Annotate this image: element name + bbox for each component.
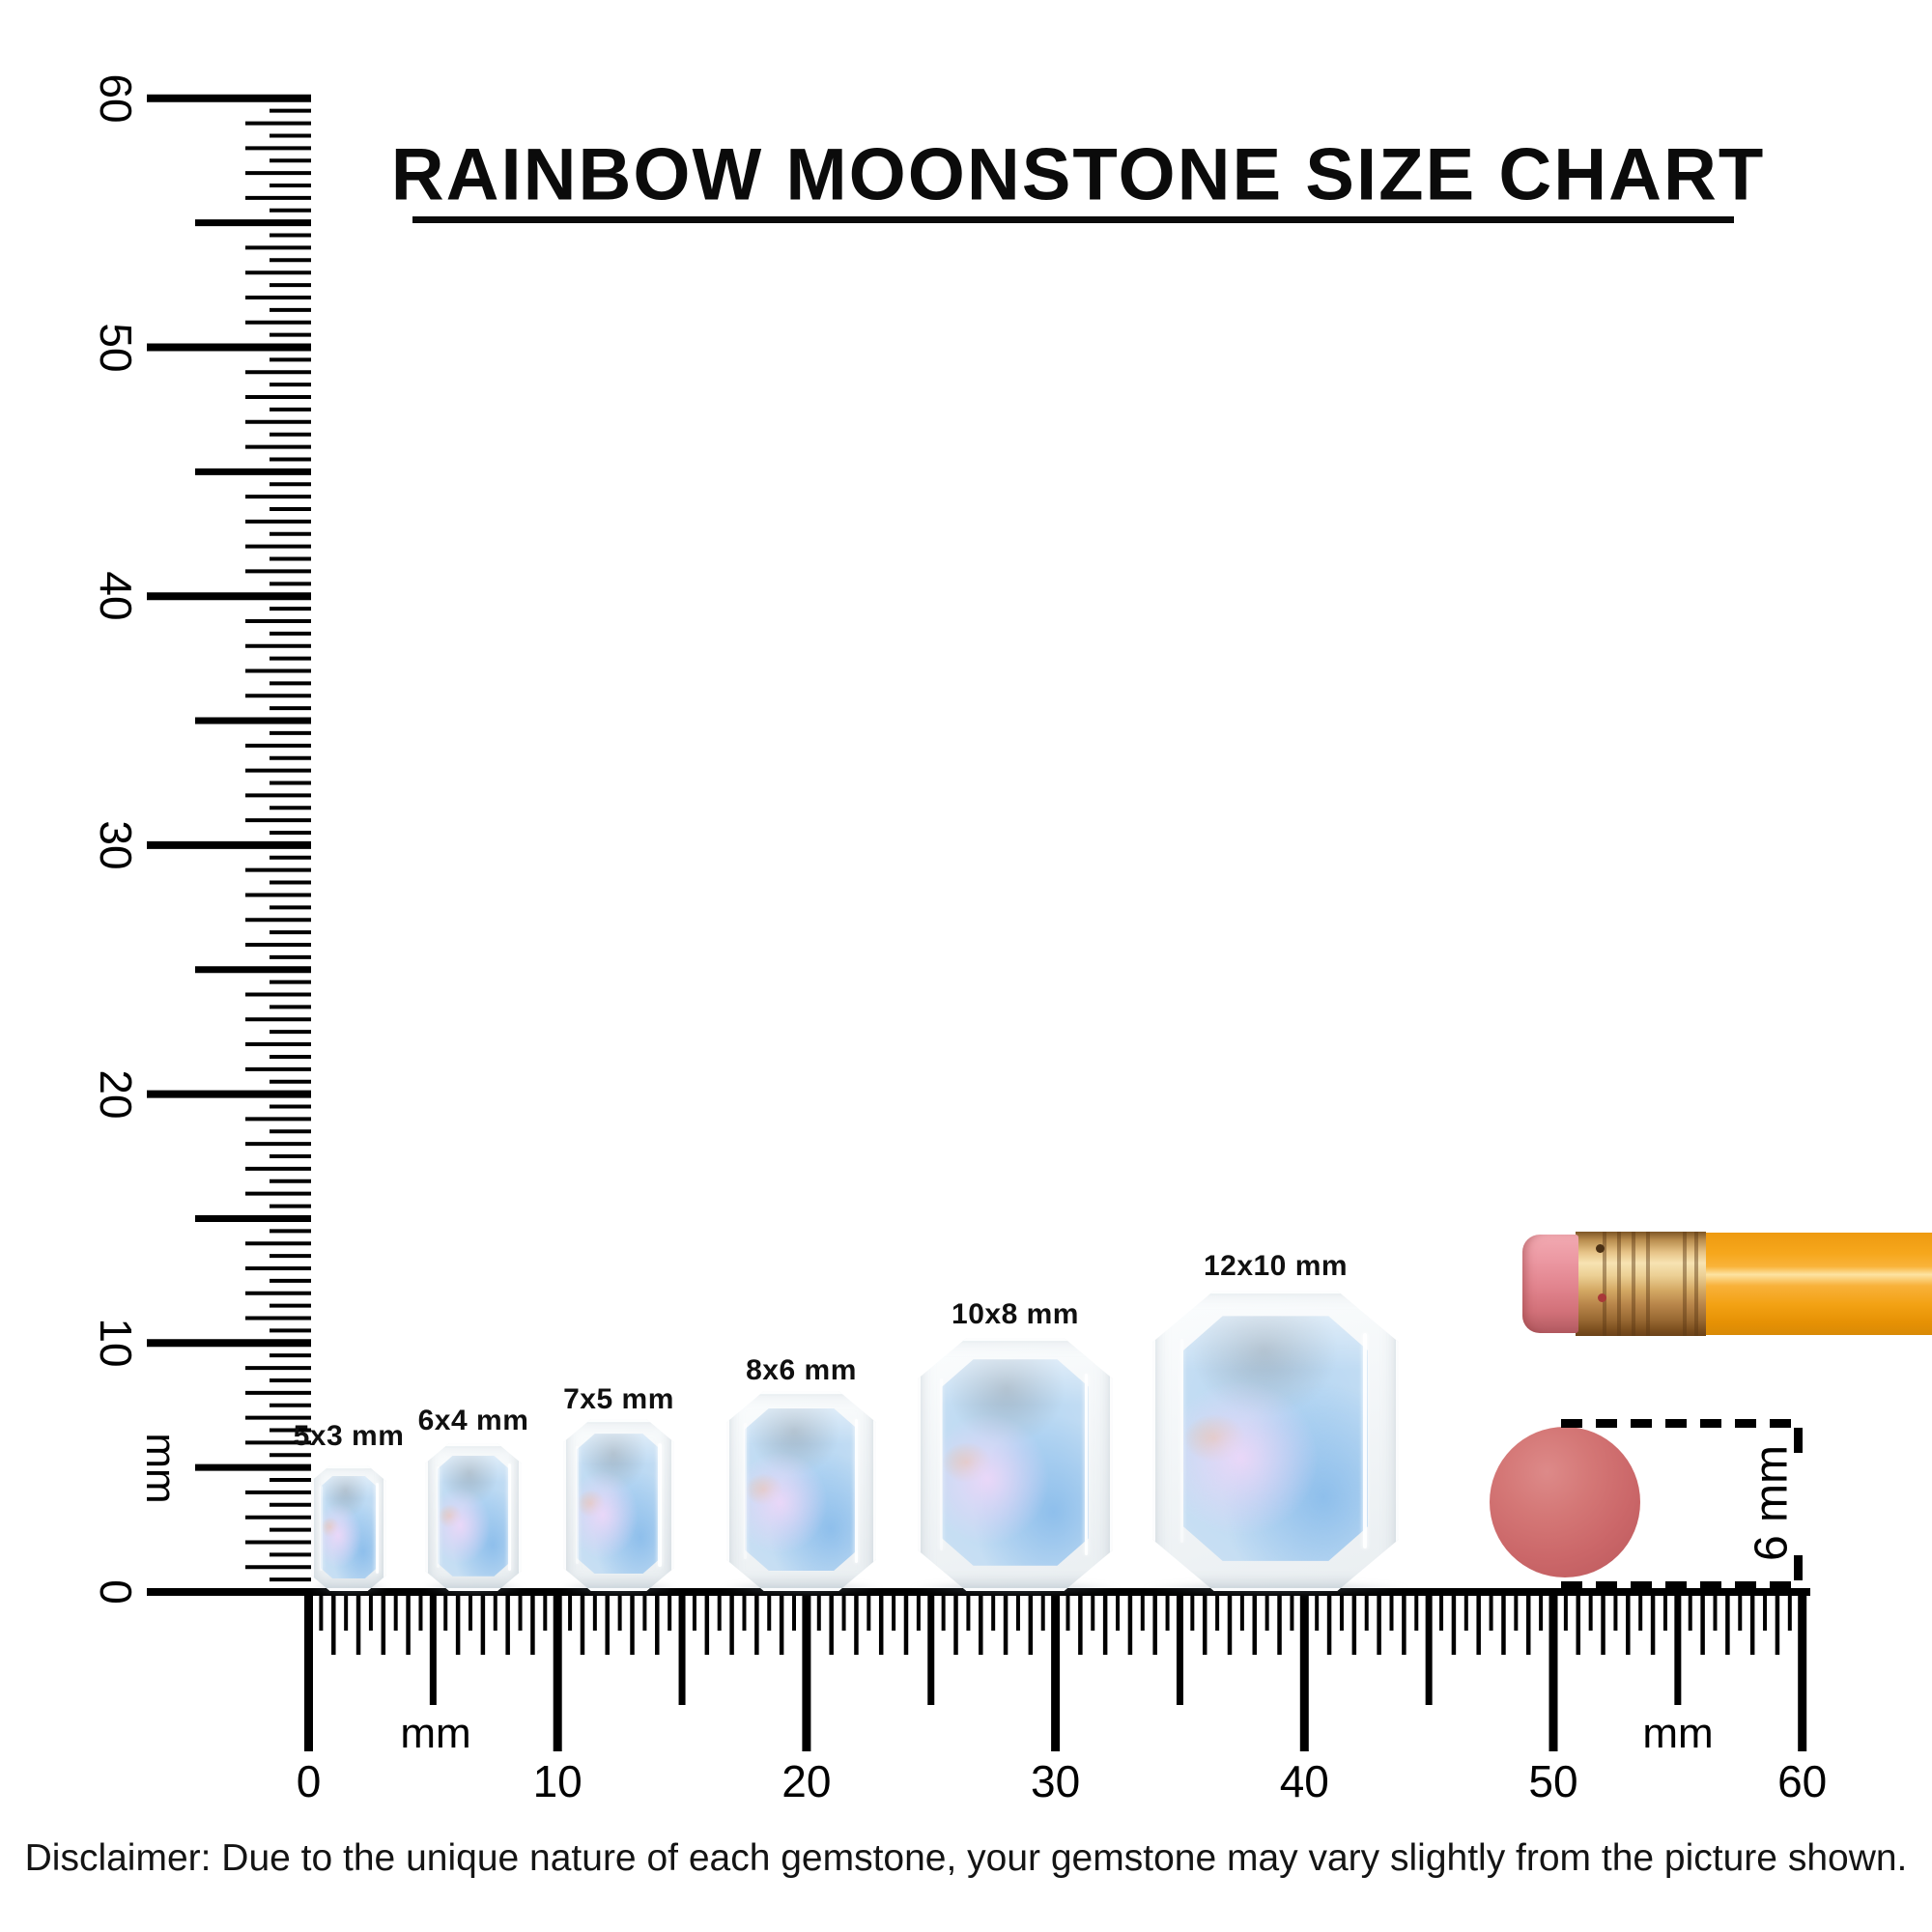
vertical-ruler-number: 50 bbox=[91, 322, 141, 373]
gem-highlight bbox=[1084, 1373, 1089, 1556]
disclaimer-text: Disclaimer: Due to the unique nature of … bbox=[24, 1837, 1908, 1879]
gem-size-label: 7x5 mm bbox=[563, 1383, 674, 1415]
horizontal-ruler-number: 0 bbox=[296, 1756, 322, 1806]
gem-table-facet bbox=[437, 1456, 510, 1577]
horizontal-ruler-number: 50 bbox=[1528, 1756, 1578, 1806]
round-eraser-dot bbox=[1490, 1427, 1640, 1577]
measure-dash-end-bottom bbox=[1794, 1555, 1803, 1580]
horizontal-ruler-unit-label-right: mm bbox=[1642, 1710, 1714, 1757]
moonstone-gem-6x4mm bbox=[425, 1443, 522, 1591]
gem-highlight bbox=[576, 1446, 580, 1564]
page-title: RAINBOW MOONSTONE SIZE CHART bbox=[390, 133, 1766, 216]
vertical-ruler-number: 20 bbox=[91, 1069, 141, 1120]
gem-size-label: 5x3 mm bbox=[293, 1420, 405, 1452]
moonstone-gem-7x5mm bbox=[563, 1419, 674, 1591]
gem-highlight bbox=[375, 1483, 380, 1574]
pencil-body bbox=[1703, 1233, 1932, 1335]
gem-highlight bbox=[1180, 1338, 1184, 1544]
gem-highlight bbox=[940, 1378, 944, 1551]
horizontal-ruler-number: 20 bbox=[781, 1756, 832, 1806]
pencil-eraser bbox=[1522, 1235, 1578, 1333]
moonstone-gem-10x8mm bbox=[918, 1338, 1113, 1591]
gem-highlight bbox=[743, 1423, 747, 1559]
ruler-baseline bbox=[147, 1588, 1810, 1596]
moonstone-gem-12x10mm bbox=[1152, 1291, 1399, 1591]
gem-table-facet bbox=[320, 1476, 377, 1578]
gem-table-facet bbox=[1182, 1316, 1369, 1561]
measure-dashed-line-top bbox=[1561, 1419, 1803, 1428]
measure-dash-end-top bbox=[1794, 1428, 1803, 1453]
horizontal-ruler-number: 40 bbox=[1279, 1756, 1329, 1806]
eraser-dimension-label: 6 mm bbox=[1746, 1445, 1798, 1561]
gem-size-label: 10x8 mm bbox=[952, 1298, 1079, 1330]
vertical-ruler-number: 0 bbox=[91, 1579, 141, 1605]
vertical-ruler-number: 30 bbox=[91, 820, 141, 870]
vertical-ruler-number: 60 bbox=[91, 73, 141, 124]
horizontal-ruler-number: 30 bbox=[1031, 1756, 1081, 1806]
ferrule-rivet-dot bbox=[1598, 1293, 1606, 1302]
gem-table-facet bbox=[942, 1359, 1089, 1566]
ferrule-rivet-dot bbox=[1596, 1244, 1605, 1253]
vertical-ruler-unit-label: mm bbox=[137, 1433, 185, 1504]
vertical-ruler-number: 10 bbox=[91, 1318, 141, 1368]
moonstone-gem-8x6mm bbox=[726, 1391, 876, 1591]
gem-highlight bbox=[854, 1418, 859, 1563]
gem-highlight bbox=[1363, 1332, 1367, 1549]
gem-size-label: 8x6 mm bbox=[746, 1354, 857, 1386]
gem-table-facet bbox=[745, 1407, 858, 1572]
measure-dashed-line-bottom bbox=[1561, 1581, 1803, 1590]
gem-highlight bbox=[319, 1485, 323, 1572]
horizontal-ruler-number: 60 bbox=[1777, 1756, 1828, 1806]
gem-highlight bbox=[658, 1442, 662, 1568]
title-underline bbox=[412, 216, 1734, 223]
gem-highlight bbox=[436, 1466, 440, 1568]
gem-table-facet bbox=[577, 1434, 661, 1575]
gem-size-label: 6x4 mm bbox=[417, 1405, 529, 1436]
pencil-ferrule-icon bbox=[1576, 1232, 1706, 1336]
gem-size-label: 12x10 mm bbox=[1203, 1250, 1349, 1282]
vertical-ruler-number: 40 bbox=[91, 571, 141, 621]
horizontal-ruler-number: 10 bbox=[532, 1756, 582, 1806]
horizontal-ruler-unit-label-left: mm bbox=[400, 1710, 471, 1757]
gem-highlight bbox=[507, 1463, 511, 1571]
moonstone-gem-5x3mm bbox=[311, 1465, 386, 1591]
